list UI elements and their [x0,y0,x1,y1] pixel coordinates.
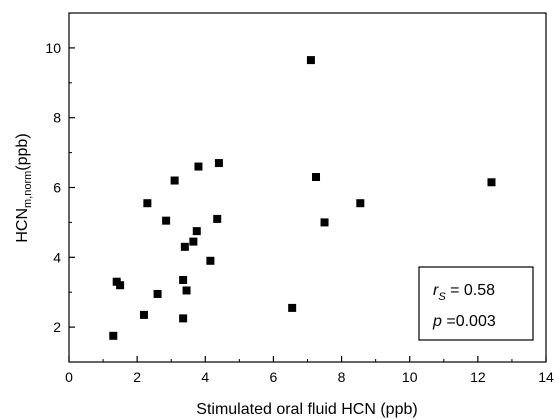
x-tick-label: 8 [338,369,346,385]
data-point [312,173,321,182]
data-point [143,199,152,208]
stats-box [418,266,534,341]
data-point [162,216,171,225]
x-tick-label: 0 [65,369,73,385]
x-axis-ticks: 0 2 4 6 8 10 12 14 [65,356,554,385]
data-point [153,289,162,298]
data-point [306,56,315,65]
data-point [179,314,188,323]
data-point [194,162,203,171]
data-point [116,281,125,290]
data-point [139,310,148,319]
data-point [109,331,118,340]
y-axis-label: HCNm,norm(ppb) [14,133,34,242]
data-point [180,242,189,251]
data-point [214,159,223,168]
plot-frame [68,12,547,363]
data-point [206,256,215,265]
x-axis-label: Stimulated oral fluid HCN (ppb) [196,401,417,418]
data-point [170,176,179,185]
spearman-r-text: rS = 0.58 [433,282,495,303]
x-tick-label: 2 [133,369,141,385]
y-axis-ticks: 2 4 6 8 10 [45,12,75,363]
data-point [182,286,191,295]
y-tick-label: 6 [53,180,61,196]
data-point [213,214,222,223]
data-point [192,227,201,236]
data-point [320,218,329,227]
x-tick-label: 12 [470,369,486,385]
x-tick-label: 4 [201,369,209,385]
data-point [356,199,365,208]
y-tick-label: 2 [53,319,61,335]
y-tick-label: 10 [45,40,61,56]
data-point [487,178,496,187]
x-tick-label: 10 [402,369,418,385]
x-tick-label: 14 [538,369,554,385]
data-point [179,275,188,284]
data-points [109,56,496,340]
y-tick-label: 8 [53,110,61,126]
data-point [288,303,297,312]
y-tick-label: 4 [53,249,61,265]
data-point [189,237,198,246]
p-value-text: p =0.003 [432,313,496,330]
x-tick-label: 6 [270,369,278,385]
